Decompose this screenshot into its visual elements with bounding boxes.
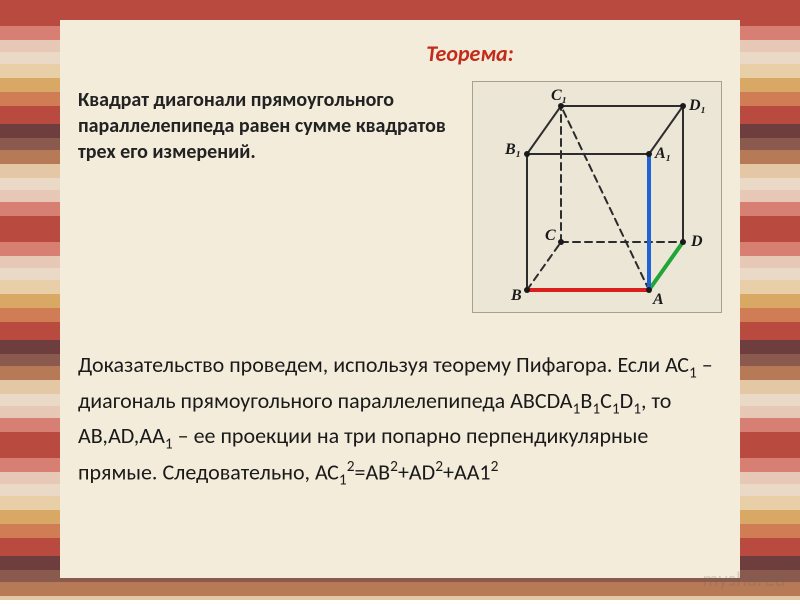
svg-text:D: D bbox=[690, 233, 703, 250]
slide-content: Теорема: Квадрат диагонали прямоугольног… bbox=[60, 20, 740, 578]
theorem-label: Теорема: bbox=[218, 40, 722, 67]
svg-text:B₁: B₁ bbox=[504, 141, 521, 158]
watermark: myshared bbox=[702, 568, 786, 592]
proof-text: Доказательство проведем, используя теоре… bbox=[78, 349, 722, 492]
theorem-statement: Квадрат диагонали прямоугольного паралле… bbox=[78, 81, 464, 165]
svg-text:D₁: D₁ bbox=[688, 97, 706, 114]
svg-text:A: A bbox=[652, 291, 664, 308]
svg-text:B: B bbox=[510, 287, 522, 304]
svg-text:C: C bbox=[545, 227, 556, 244]
parallelepiped-diagram: B A C D B₁ A₁ C₁ D₁ bbox=[472, 81, 722, 313]
svg-text:A₁: A₁ bbox=[654, 145, 671, 162]
svg-text:C₁: C₁ bbox=[551, 87, 567, 104]
